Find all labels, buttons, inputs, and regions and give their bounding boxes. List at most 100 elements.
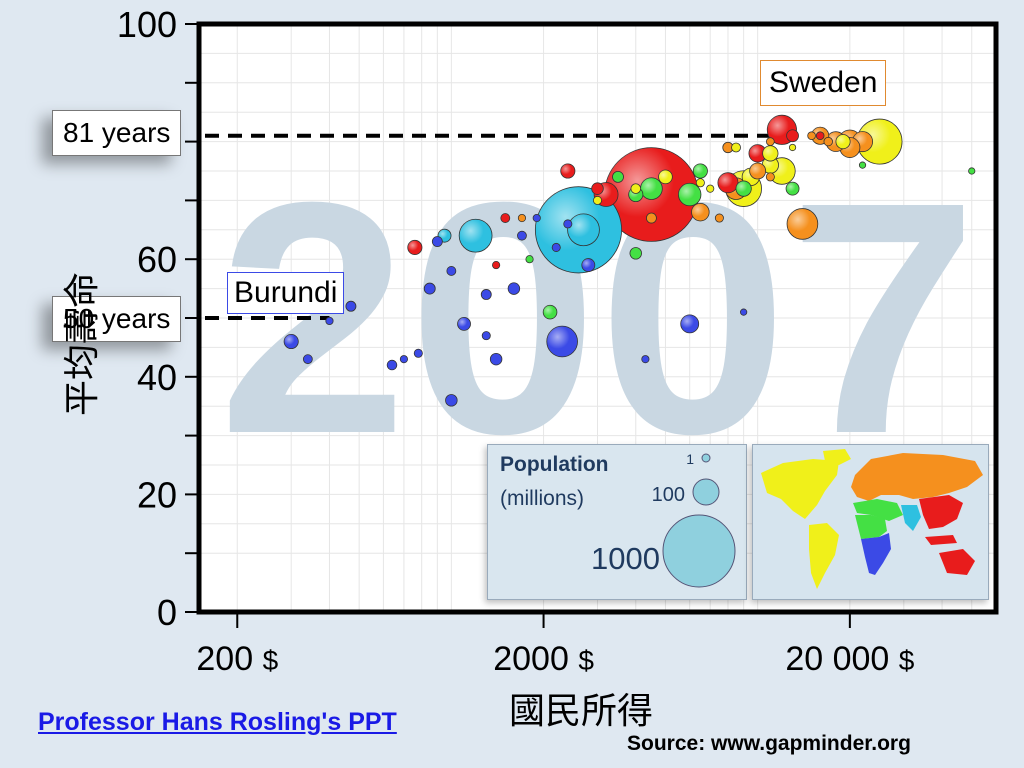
data-point-highlight <box>407 240 422 255</box>
legend-title: Population <box>500 453 609 476</box>
data-point-highlight <box>835 134 851 149</box>
data-point <box>532 213 541 223</box>
reference-label-text: 81 years <box>63 117 171 148</box>
data-point <box>551 242 561 252</box>
data-point <box>345 300 357 312</box>
data-point-highlight <box>581 258 595 272</box>
legend-bubble-1000 <box>662 514 736 588</box>
y-tick-label: 20 <box>137 474 177 515</box>
world-map-icon <box>761 449 983 589</box>
region-south-asia <box>901 505 921 531</box>
y-tick-label: 0 <box>157 592 177 633</box>
data-point-highlight <box>567 213 600 246</box>
data-point <box>517 213 527 223</box>
data-point <box>431 236 443 247</box>
data-point-highlight <box>787 208 818 240</box>
data-point <box>968 167 976 175</box>
source-text: Source: www.gapminder.org <box>627 732 911 755</box>
legend-label-100: 100 <box>652 484 685 506</box>
data-point <box>706 184 715 193</box>
reference-label-50-years: 50 years <box>52 296 182 342</box>
region-indonesia <box>925 535 957 545</box>
reference-label-81-years: 81 years <box>52 110 182 156</box>
region-east-asia <box>919 495 963 529</box>
data-point <box>500 213 511 223</box>
y-tick-label: 60 <box>137 239 177 280</box>
data-point <box>630 183 642 194</box>
data-point-highlight <box>735 180 752 197</box>
data-point <box>423 282 436 295</box>
credit-link[interactable]: Professor Hans Rosling's PPT <box>38 708 397 736</box>
x-tick-label: 200 $ <box>196 640 278 678</box>
data-point-highlight <box>560 163 575 179</box>
data-point <box>492 261 501 270</box>
data-point <box>765 172 775 182</box>
legend-bubbles: 1 100 1000 <box>591 451 736 588</box>
region-color-map <box>752 444 989 600</box>
data-point <box>446 266 457 276</box>
data-point <box>612 170 624 183</box>
data-point-highlight <box>693 163 708 179</box>
data-point <box>563 219 573 229</box>
data-point-highlight <box>857 119 903 165</box>
data-point <box>399 355 408 364</box>
axis-ticks: 0 20 40 60 100 200 $ 2000 $ 20 000 $ <box>117 4 915 678</box>
data-point <box>507 282 521 295</box>
data-point <box>646 212 657 224</box>
data-point-highlight <box>762 156 779 174</box>
burundi-callout: Burundi <box>227 272 345 314</box>
y-tick-label: 40 <box>137 357 177 398</box>
sweden-label: Sweden <box>769 66 878 99</box>
data-point-highlight <box>748 144 767 163</box>
data-point <box>489 352 503 366</box>
data-point-highlight <box>762 145 779 162</box>
data-point <box>731 142 741 153</box>
data-point <box>480 289 492 300</box>
region-sub-saharan-africa <box>861 533 891 575</box>
data-point <box>815 131 825 141</box>
legend-label-1000: 1000 <box>591 541 660 576</box>
data-point-highlight <box>678 183 701 206</box>
data-point-highlight <box>543 305 557 319</box>
data-point <box>823 136 833 147</box>
region-africa <box>855 515 887 539</box>
data-point-highlight <box>546 326 578 357</box>
data-point-highlight <box>457 317 471 331</box>
data-point-highlight <box>786 182 800 196</box>
legend-subtitle: (millions) <box>500 487 584 510</box>
burundi-label: Burundi <box>234 276 338 309</box>
data-point <box>445 394 458 407</box>
data-point-highlight <box>459 219 493 253</box>
region-europe-asia <box>851 453 983 501</box>
region-greenland <box>823 449 851 465</box>
data-point-highlight <box>717 172 739 193</box>
region-oceania <box>939 549 975 575</box>
data-point <box>386 359 398 371</box>
x-tick-label: 20 000 $ <box>785 640 914 678</box>
data-point <box>592 195 603 205</box>
x-tick-label: 2000 $ <box>493 640 594 678</box>
data-point <box>786 129 799 143</box>
population-size-legend: Population (millions) 1 100 1000 <box>487 444 747 600</box>
data-point <box>641 355 650 364</box>
data-point <box>695 178 705 188</box>
reference-lines <box>205 133 771 320</box>
data-point <box>714 213 724 223</box>
data-point <box>325 316 334 326</box>
legend-label-1: 1 <box>686 451 694 467</box>
data-point <box>481 331 491 341</box>
y-axis-title: 平均壽命 <box>62 271 103 416</box>
data-point <box>807 131 816 141</box>
data-point <box>740 308 748 316</box>
data-point-highlight <box>658 170 673 184</box>
legend-bubble-100 <box>692 478 720 506</box>
data-point-highlight <box>284 334 299 349</box>
data-point-highlight <box>680 314 699 333</box>
data-point-highlight <box>691 203 710 221</box>
data-point <box>302 354 313 365</box>
y-tick-label: 100 <box>117 4 177 45</box>
x-axis-title: 國民所得 <box>509 691 654 732</box>
data-points <box>283 114 976 407</box>
data-point <box>517 230 527 241</box>
